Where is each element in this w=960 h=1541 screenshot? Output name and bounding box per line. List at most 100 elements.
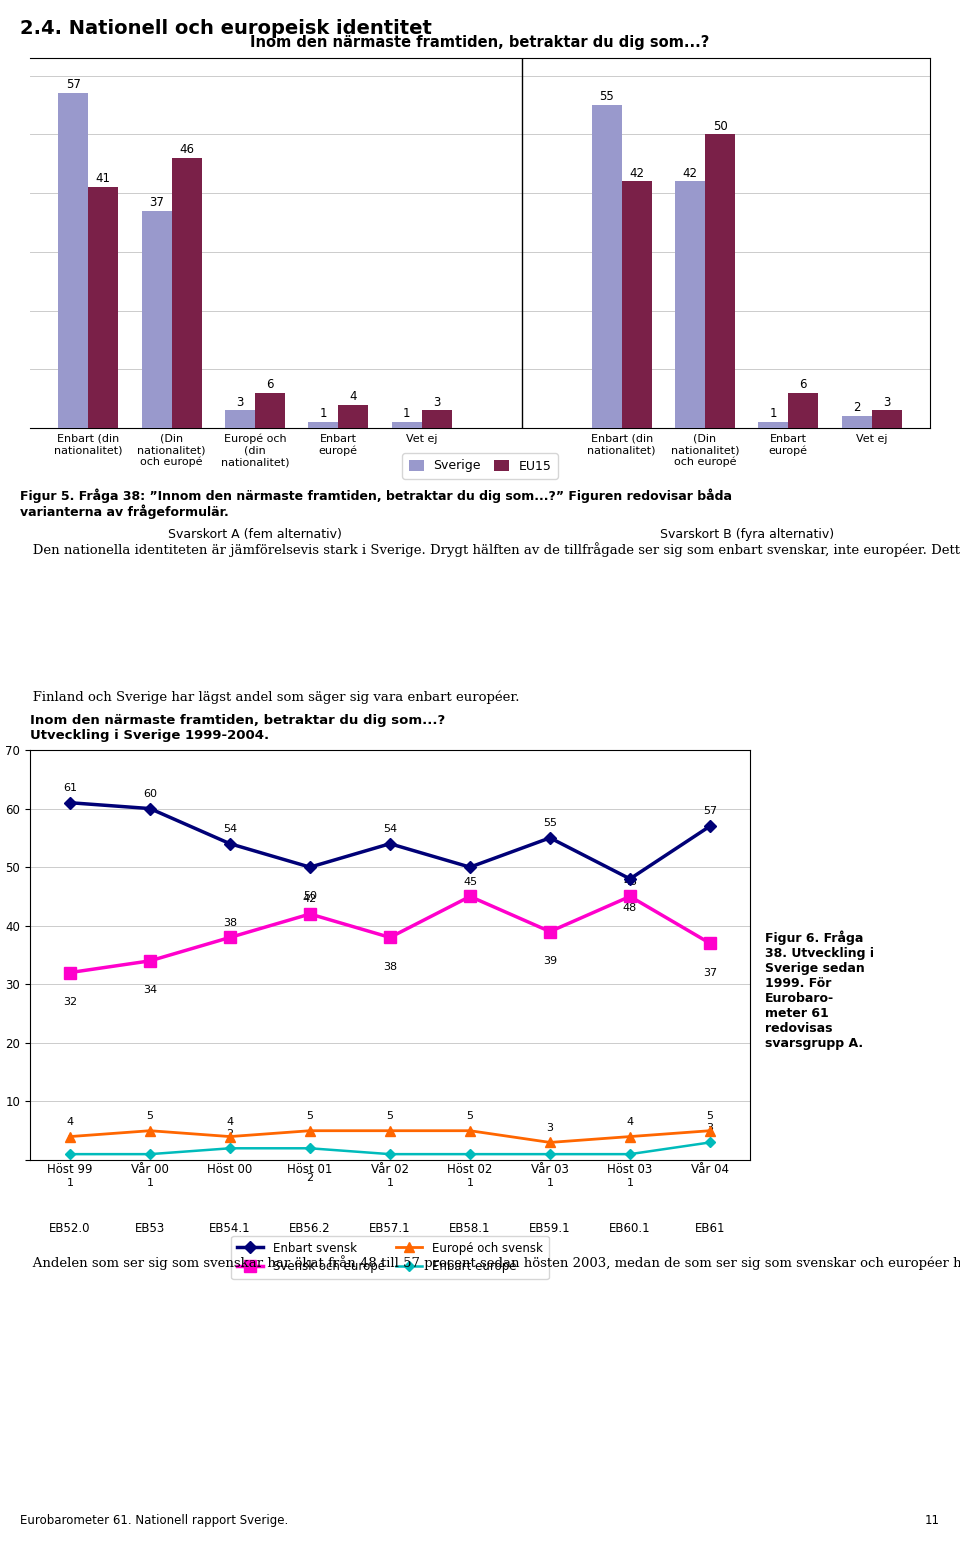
Svensk och europé <box>624 888 636 906</box>
Bar <box>142 211 172 428</box>
Line: Svensk och europé: Svensk och europé <box>64 891 715 979</box>
Text: Den nationella identiteten är jämförelsevis stark i Sverige. Drygt hälften av de: Den nationella identiteten är jämförelse… <box>20 542 960 556</box>
Enbart svensk <box>544 829 556 848</box>
Text: 1: 1 <box>627 1179 634 1188</box>
Text: 39: 39 <box>543 955 557 966</box>
Text: Svarskort A (fem alternativ): Svarskort A (fem alternativ) <box>168 529 342 541</box>
Text: EB52.0: EB52.0 <box>49 1222 91 1234</box>
Text: 3: 3 <box>707 1123 713 1133</box>
Svensk och europé <box>465 888 476 906</box>
Enbart europé <box>705 1133 716 1151</box>
Bar <box>622 182 652 428</box>
Text: Figur 6. Fråga
38. Utveckling i
Sverige sedan
1999. För
Eurobaro-
meter 61
redov: Figur 6. Fråga 38. Utveckling i Sverige … <box>765 931 874 1049</box>
Text: 4: 4 <box>66 1117 74 1126</box>
Text: 6: 6 <box>266 378 274 391</box>
Text: 37: 37 <box>149 196 164 210</box>
Text: 57: 57 <box>703 806 717 817</box>
Bar <box>705 134 735 428</box>
Bar <box>225 410 255 428</box>
Europé och svensk <box>384 1122 396 1140</box>
Enbart svensk <box>225 835 236 854</box>
Text: 4: 4 <box>627 1117 634 1126</box>
Text: 4: 4 <box>227 1117 233 1126</box>
Bar <box>421 410 451 428</box>
Enbart svensk <box>64 794 76 812</box>
Text: 37: 37 <box>703 968 717 977</box>
Text: 34: 34 <box>143 985 157 995</box>
Enbart europé <box>144 1145 156 1163</box>
Text: 2.4. Nationell och europeisk identitet: 2.4. Nationell och europeisk identitet <box>20 20 432 39</box>
Enbart europé <box>544 1145 556 1163</box>
Enbart svensk <box>705 817 716 835</box>
Text: 1: 1 <box>387 1179 394 1188</box>
Text: 48: 48 <box>623 903 637 914</box>
Text: 61: 61 <box>63 783 77 794</box>
Bar <box>338 404 369 428</box>
Text: 41: 41 <box>96 173 110 185</box>
Bar <box>255 393 285 428</box>
Text: 5: 5 <box>387 1111 394 1120</box>
Text: 42: 42 <box>302 894 317 905</box>
Europé och svensk <box>144 1122 156 1140</box>
Text: 1: 1 <box>320 407 327 421</box>
Svensk och europé <box>64 963 76 982</box>
Text: 2: 2 <box>306 1173 314 1182</box>
Text: 2: 2 <box>852 402 860 415</box>
Text: 3: 3 <box>433 396 441 408</box>
Text: 38: 38 <box>223 918 237 928</box>
Europé och svensk <box>705 1122 716 1140</box>
Svensk och europé <box>144 952 156 971</box>
Text: Finland och Sverige har lägst andel som säger sig vara enbart européer.: Finland och Sverige har lägst andel som … <box>20 690 519 704</box>
Line: Enbart svensk: Enbart svensk <box>66 798 714 883</box>
Bar <box>308 422 338 428</box>
Text: Svarskort B (fyra alternativ): Svarskort B (fyra alternativ) <box>660 529 833 541</box>
Text: 4: 4 <box>349 390 357 402</box>
Enbart europé <box>64 1145 76 1163</box>
Enbart europé <box>465 1145 476 1163</box>
Enbart svensk <box>144 800 156 818</box>
Bar <box>842 416 872 428</box>
Text: EB54.1: EB54.1 <box>209 1222 251 1234</box>
Europé och svensk <box>304 1122 316 1140</box>
Europé och svensk <box>465 1122 476 1140</box>
Text: Eurobarometer 61. Nationell rapport Sverige.: Eurobarometer 61. Nationell rapport Sver… <box>20 1513 288 1527</box>
Text: 3: 3 <box>883 396 890 408</box>
Europé och svensk <box>624 1128 636 1147</box>
Text: 54: 54 <box>383 824 397 834</box>
Text: 45: 45 <box>623 877 637 886</box>
Text: Andelen som ser sig som svenskar har ökat från 48 till 57 procent sedan hösten 2: Andelen som ser sig som svenskar har öka… <box>20 1254 960 1270</box>
Text: Figur 5. Fråga 38: ”Innom den närmaste framtiden, betraktar du dig som...?” Figu: Figur 5. Fråga 38: ”Innom den närmaste f… <box>20 488 732 519</box>
Svensk och europé <box>705 934 716 952</box>
Text: 5: 5 <box>707 1111 713 1120</box>
Text: Inom den närmaste framtiden, betraktar du dig som...?
Utveckling i Sverige 1999-: Inom den närmaste framtiden, betraktar d… <box>30 713 445 741</box>
Text: 1: 1 <box>66 1179 74 1188</box>
Bar <box>392 422 421 428</box>
Text: 42: 42 <box>629 166 644 180</box>
Enbart europé <box>225 1139 236 1157</box>
Text: 57: 57 <box>66 79 81 91</box>
Text: EB58.1: EB58.1 <box>449 1222 491 1234</box>
Text: 46: 46 <box>180 143 194 156</box>
Text: 50: 50 <box>463 891 477 901</box>
Text: 50: 50 <box>712 120 728 133</box>
Enbart svensk <box>624 869 636 888</box>
Text: 1: 1 <box>147 1179 154 1188</box>
Enbart svensk <box>384 835 396 854</box>
Bar <box>675 182 705 428</box>
Text: 55: 55 <box>599 91 614 103</box>
Text: 6: 6 <box>800 378 807 391</box>
Text: EB59.1: EB59.1 <box>529 1222 571 1234</box>
Text: EB60.1: EB60.1 <box>610 1222 651 1234</box>
Bar <box>872 410 901 428</box>
Text: 11: 11 <box>925 1513 940 1527</box>
Svensk och europé <box>225 928 236 946</box>
Text: 38: 38 <box>383 962 397 972</box>
Text: 1: 1 <box>467 1179 473 1188</box>
Legend: Sverige, EU15: Sverige, EU15 <box>402 453 558 479</box>
Line: Europé och svensk: Europé och svensk <box>65 1126 715 1148</box>
Text: 50: 50 <box>303 891 317 901</box>
Svensk och europé <box>304 905 316 923</box>
Text: 55: 55 <box>543 818 557 828</box>
Legend: Enbart svensk, Svensk och europé, Europé och svensk, Enbart europé: Enbart svensk, Svensk och europé, Europé… <box>231 1236 549 1279</box>
Text: 1: 1 <box>403 407 411 421</box>
